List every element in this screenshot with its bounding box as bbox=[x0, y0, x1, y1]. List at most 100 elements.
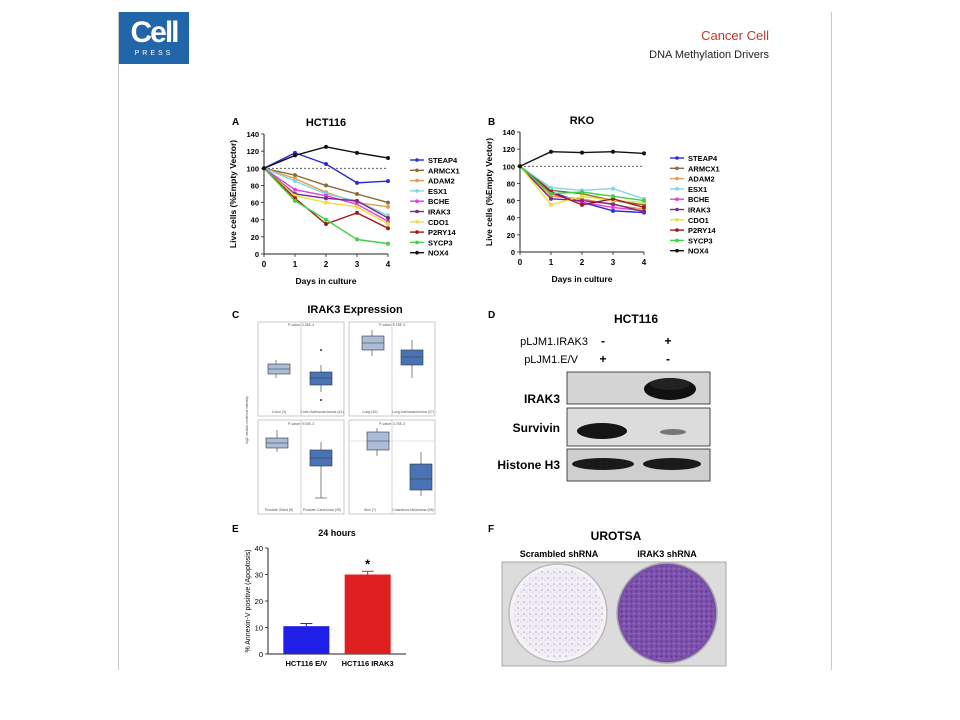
panel-letter-b: B bbox=[488, 117, 495, 128]
chart-b-series-esx1-point bbox=[549, 185, 553, 190]
chart-b-legend-steap4: STEAP4 bbox=[688, 154, 718, 163]
blot-row1-lane2: + bbox=[664, 334, 671, 348]
chart-a-series-steap4-point bbox=[324, 162, 328, 166]
urotsa-title: UROTSA bbox=[591, 529, 642, 543]
chart-b-series-nox4-point bbox=[580, 150, 584, 155]
chart-a-xlabel: Days in culture bbox=[296, 276, 357, 286]
blot-row1-lane1: - bbox=[601, 334, 605, 348]
chart-a-ytick-label: 60 bbox=[251, 199, 259, 208]
chart-b-legend-p2ry14: P2RY14 bbox=[688, 226, 716, 235]
chart-e-ytick-label: 0 bbox=[259, 650, 263, 659]
chart-b-series-nox4-point bbox=[549, 149, 553, 154]
chart-a-ytick-label: 20 bbox=[251, 233, 259, 242]
chart-b-legend-nox4: NOX4 bbox=[688, 247, 709, 256]
boxplot-skin: P-value: 3.75E-3 Skin (7) Cutaneous Mela… bbox=[348, 419, 436, 515]
chart-a-legend-steap4: STEAP4 bbox=[428, 156, 458, 165]
chart-a-series-p2ry14-point bbox=[386, 226, 390, 231]
chart-a-title: HCT116 bbox=[306, 117, 346, 129]
boxplot-skin-pvalue: P-value: 3.75E-3 bbox=[379, 422, 405, 426]
chart-a-legend-marker-p2ry14 bbox=[415, 230, 419, 234]
boxplot-colon: P-value: 4.38E-4 Colon (3) Colon Adenoca… bbox=[257, 321, 345, 417]
chart-a-series-nox4-point bbox=[293, 153, 297, 158]
band-survivin-lane1 bbox=[577, 423, 627, 439]
chart-a-legend-adam2: ADAM2 bbox=[428, 177, 455, 186]
chart-b-series-bche-point bbox=[611, 205, 615, 210]
chart-b-legend-marker-steap4 bbox=[675, 156, 679, 160]
chart-a-legend-marker-irak3 bbox=[415, 209, 419, 214]
chart-b-xtick-label: 3 bbox=[611, 258, 616, 267]
blot-label-histone: Histone H3 bbox=[497, 458, 560, 472]
chart-b-series-nox4-point bbox=[642, 151, 646, 156]
chart-b-legend-marker-sycp3 bbox=[675, 238, 679, 243]
chart-b-series-irak3-point bbox=[580, 198, 584, 203]
blot-row2-lane2: - bbox=[666, 352, 670, 366]
urotsa-left-label: Scrambled shRNA bbox=[520, 549, 599, 559]
band-histone-lane1 bbox=[572, 458, 634, 470]
cell-press-logo: Cell PRESS bbox=[119, 12, 189, 64]
blot-strip-irak3 bbox=[566, 371, 711, 405]
chart-a-series-p2ry14-point bbox=[355, 210, 359, 215]
boxplot-colon-pvalue: P-value: 4.38E-4 bbox=[288, 323, 314, 327]
chart-b-series-irak3-point bbox=[549, 196, 553, 201]
chart-b-xlabel: Days in culture bbox=[552, 274, 613, 284]
chart-e-bar-0 bbox=[283, 626, 330, 654]
chart-a-series-nox4-point bbox=[262, 166, 266, 171]
boxplot-prostate-label-left: Prostate Gland (8) bbox=[265, 508, 294, 512]
boxplot-lung-label-right: Lung Adenocarcinoma (27) bbox=[392, 410, 434, 414]
chart-a-legend-irak3: IRAK3 bbox=[428, 208, 451, 217]
chart-b-xtick-label: 2 bbox=[580, 258, 585, 267]
chart-b-ytick-label: 20 bbox=[507, 231, 515, 240]
panel-letter-e: E bbox=[232, 524, 239, 535]
chart-b-ytick-label: 60 bbox=[507, 197, 515, 206]
chart-a-series-armcx1-point bbox=[293, 173, 297, 178]
chart-a-legend-marker-esx1 bbox=[415, 189, 419, 193]
chart-b-series-sycp3-point bbox=[549, 191, 553, 196]
chart-a-legend-marker-sycp3 bbox=[415, 240, 419, 245]
chart-a-ytick-label: 140 bbox=[246, 130, 259, 139]
chart-b-series-sycp3-point bbox=[611, 194, 615, 199]
chart-b-legend-marker-esx1 bbox=[675, 187, 679, 191]
chart-a-ytick-label: 40 bbox=[251, 216, 259, 225]
panel-letter-c: C bbox=[232, 310, 239, 321]
chart-a-legend-nox4: NOX4 bbox=[428, 249, 449, 258]
chart-a-series-p2ry14-point bbox=[324, 222, 328, 226]
chart-a-series-cdo1-point bbox=[386, 222, 390, 226]
chart-b-series-nox4-point bbox=[611, 149, 615, 154]
boxplot-lung-pvalue: P-value: 5.78E-3 bbox=[379, 323, 405, 327]
chart-a-ytick-label: 0 bbox=[255, 250, 259, 259]
chart-a-xtick-label: 2 bbox=[324, 260, 329, 269]
chart-a-ytick-label: 120 bbox=[246, 147, 259, 156]
chart-b-series-sycp3-point bbox=[642, 198, 646, 203]
chart-b-legend-marker-adam2 bbox=[675, 176, 679, 181]
chart-e-significance-star: * bbox=[365, 556, 371, 571]
chart-a-legend-sycp3: SYCP3 bbox=[428, 238, 453, 247]
paper-page: Cell PRESS Cancer Cell DNA Methylation D… bbox=[118, 12, 832, 670]
chart-b-legend-sycp3: SYCP3 bbox=[688, 236, 713, 245]
chart-a-series-nox4-point bbox=[324, 144, 328, 149]
boxplot-skin-label-left: Skin (7) bbox=[364, 508, 376, 512]
chart-a-series-sycp3-point bbox=[355, 237, 359, 242]
chart-b-xtick-label: 4 bbox=[642, 258, 647, 267]
chart-e-ytick-label: 20 bbox=[255, 597, 263, 606]
chart-b-series-steap4-point bbox=[611, 208, 615, 213]
chart-a-series-armcx1-point bbox=[324, 183, 328, 188]
logo-text: Cell bbox=[130, 16, 179, 49]
chart-a-xtick-label: 4 bbox=[386, 260, 391, 269]
blot-row1-label: pLJM1.IRAK3 bbox=[520, 336, 588, 348]
chart-b-ylabel: Live cells (%Empty Vector) bbox=[484, 138, 494, 246]
chart-a-xtick-label: 3 bbox=[355, 260, 360, 269]
panel-c-title: IRAK3 Expression bbox=[307, 304, 403, 316]
urotsa-right-label: IRAK3 shRNA bbox=[637, 549, 697, 559]
band-irak3-lane2-core bbox=[650, 378, 690, 390]
boxplot-lung-label-left: Lung (30) bbox=[363, 410, 378, 414]
article-subtitle: DNA Methylation Drivers bbox=[649, 49, 769, 61]
chart-a-legend-marker-cdo1 bbox=[415, 220, 419, 224]
chart-a-series-armcx1-point bbox=[355, 192, 359, 196]
chart-a-series-irak3-point bbox=[386, 216, 390, 220]
boxplot-colon-label-right: Colon Adenocarcinoma (41) bbox=[300, 410, 343, 414]
blot-row2-label: pLJM1.E/V bbox=[524, 354, 578, 366]
chart-a-ytick-label: 80 bbox=[251, 181, 259, 190]
band-histone-lane2 bbox=[643, 458, 701, 470]
journal-name: Cancer Cell bbox=[701, 28, 769, 43]
panel-f-urotsa: UROTSA Scrambled shRNA IRAK3 shRNA bbox=[501, 529, 727, 667]
